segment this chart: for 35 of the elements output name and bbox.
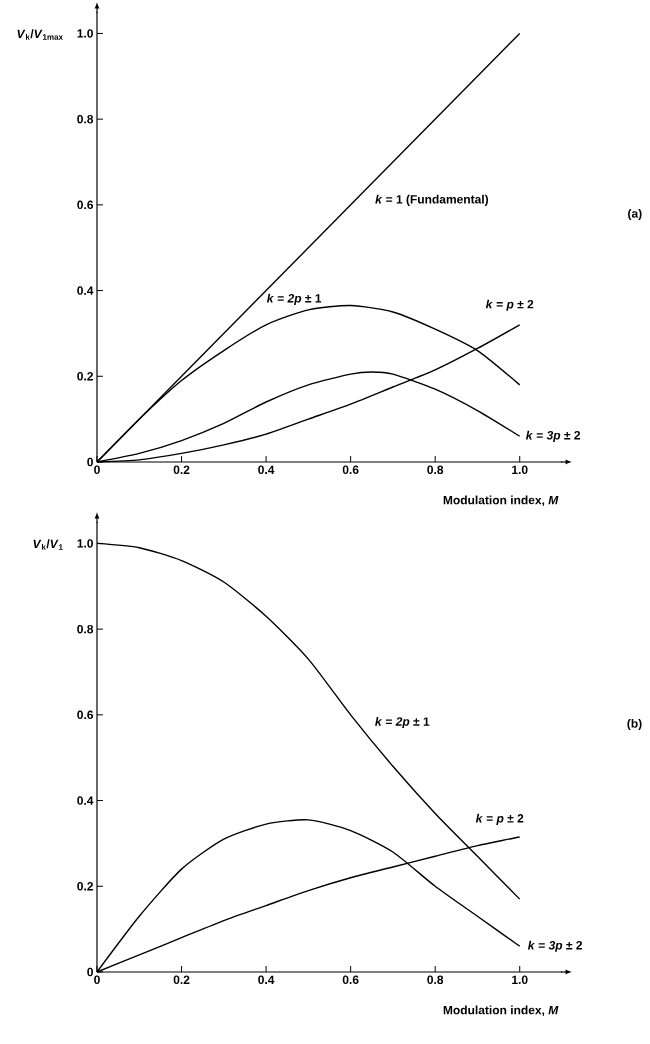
series-label: k = p ± 2 <box>475 813 524 825</box>
text: (a) <box>628 208 642 221</box>
y-tick-label: 0.4 <box>77 796 94 805</box>
x-tick-label: 0.4 <box>258 975 275 985</box>
series-label: k = 1 (Fundamental) <box>375 194 489 206</box>
y-axis-title: V$_{k}$/V$_{1max}$ <box>17 29 63 40</box>
y-tick-label: 0.6 <box>77 710 94 720</box>
x-tick-label: 0.2 <box>173 465 190 475</box>
x-tick-label: 0.8 <box>427 975 444 985</box>
x-tick-label: 0.6 <box>342 465 359 475</box>
x-tick-label: 1.0 <box>512 975 528 985</box>
y-tick-label: 0.8 <box>77 624 94 634</box>
x-tick-label: 0.4 <box>258 465 275 475</box>
y-tick-label: 0 <box>87 457 93 467</box>
x-axis-title: Modulation index, M <box>443 495 559 507</box>
series-label: k = 3p ± 2 <box>527 940 583 952</box>
x-tick-label: 0.8 <box>427 465 444 475</box>
y-tick-label: 0.2 <box>77 372 93 381</box>
series-label: k = 2p ± 1 <box>375 716 430 729</box>
y-tick-label: 0.2 <box>77 882 93 891</box>
x-tick-label: 0.2 <box>173 975 190 985</box>
y-axis-title: V$_{k}$/V$_{1}$ <box>33 539 63 550</box>
x-tick-label: 0.6 <box>342 975 359 985</box>
text: (b) <box>627 718 642 731</box>
series-label: k = 2p ± 1 <box>266 293 322 305</box>
y-tick-label: 1.0 <box>77 29 93 38</box>
series-label: k = 3p ± 2 <box>525 430 581 442</box>
series-label: k = p ± 2 <box>485 299 534 311</box>
x-tick-label: 1.0 <box>512 465 528 475</box>
x-axis-title: Modulation index, M <box>443 1005 559 1017</box>
y-tick-label: 0 <box>87 967 93 977</box>
y-tick-label: 0.4 <box>77 286 94 295</box>
y-tick-label: 0.6 <box>77 200 94 210</box>
y-tick-label: 0.8 <box>77 114 94 124</box>
y-tick-label: 1.0 <box>77 539 93 548</box>
